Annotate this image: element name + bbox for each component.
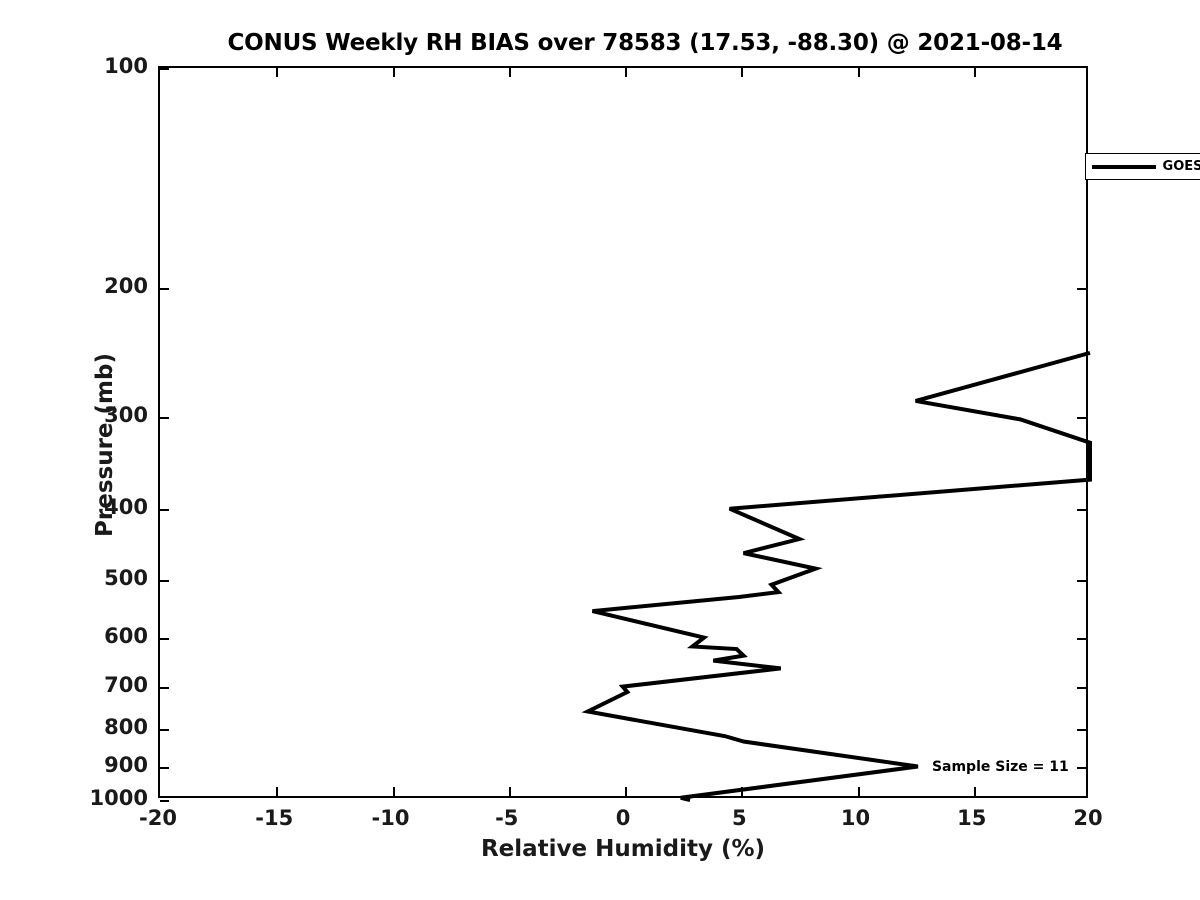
y-tick-right [1077, 766, 1086, 769]
x-tick-label: 20 [1073, 806, 1103, 830]
y-tick-right [1077, 637, 1086, 640]
y-tick-label: 1000 [89, 786, 148, 810]
x-tick-label: -5 [495, 806, 519, 830]
legend-line-swatch [1092, 164, 1156, 169]
y-tick-label: 800 [104, 715, 148, 740]
y-tick-right [1077, 288, 1086, 291]
y-tick-right [1077, 508, 1086, 511]
y-tick-label: 900 [104, 752, 148, 777]
x-tick-top [508, 68, 511, 77]
x-tick [392, 787, 395, 796]
x-tick-top [973, 68, 976, 77]
x-tick-label: 0 [615, 806, 631, 830]
x-tick [857, 787, 860, 796]
x-tick-top [392, 68, 395, 77]
y-tick [160, 417, 169, 420]
x-tick-label: 5 [731, 806, 747, 830]
y-tick-right [1077, 579, 1086, 582]
y-tick [160, 800, 169, 802]
x-tick [625, 787, 627, 796]
plot-area: GOES-16 Sample Size = 11 [158, 66, 1200, 802]
y-tick-label: 300 [104, 403, 148, 428]
x-axis-label: Relative Humidity (%) [480, 836, 766, 862]
x-tick-top [741, 68, 744, 77]
y-tick [160, 729, 169, 732]
legend-label-goes16: GOES-16 [1162, 159, 1200, 174]
x-tick-label: -20 [139, 806, 177, 830]
x-tick-label: 15 [957, 806, 987, 830]
y-tick [160, 508, 169, 511]
y-axis-label: Pressure (mb) [92, 353, 118, 537]
x-tick [973, 787, 976, 796]
x-tick-label: -10 [371, 806, 410, 830]
x-tick [508, 787, 511, 796]
x-tick-top [625, 68, 627, 77]
y-tick [160, 579, 169, 582]
y-tick [160, 766, 169, 769]
y-tick-label: 700 [104, 672, 148, 697]
x-tick [276, 787, 279, 796]
sample-size-annotation: Sample Size = 11 [931, 758, 1069, 775]
y-tick-label: 200 [104, 274, 148, 299]
y-tick-right [1077, 417, 1086, 420]
y-tick [160, 637, 169, 640]
x-tick-label: -15 [255, 806, 294, 830]
y-tick-label: 600 [104, 623, 148, 648]
x-tick-top [276, 68, 279, 77]
y-tick-right [1077, 686, 1086, 689]
y-tick [160, 68, 169, 70]
chart-title: CONUS Weekly RH BIAS over 78583 (17.53, … [227, 30, 1063, 56]
x-tick-label: 10 [840, 806, 871, 830]
y-tick [160, 288, 169, 291]
y-tick-label: 100 [104, 54, 148, 78]
y-tick-label: 400 [104, 494, 148, 519]
y-tick-right [1077, 729, 1086, 732]
legend: GOES-16 [1085, 153, 1200, 180]
x-tick-top [857, 68, 860, 77]
data-series-goes16 [581, 350, 1092, 802]
y-tick-label: 500 [104, 565, 148, 590]
y-tick [160, 686, 169, 689]
